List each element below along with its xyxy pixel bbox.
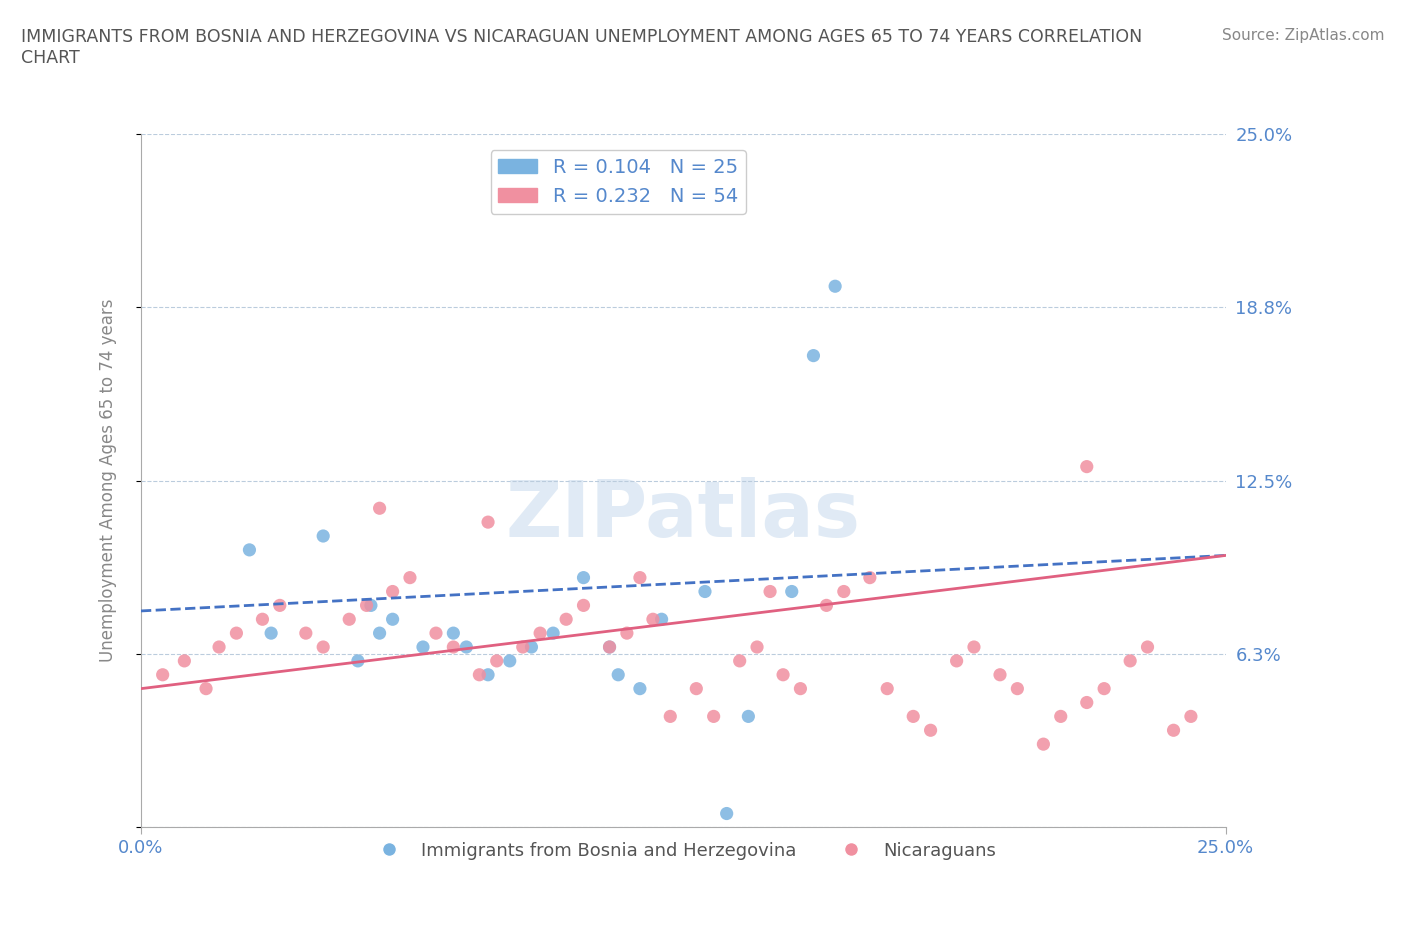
Point: [381, 612, 404, 627]
Point: [356, 598, 378, 613]
Point: [824, 279, 846, 294]
Point: [641, 612, 664, 627]
Point: [225, 626, 247, 641]
Point: [173, 654, 195, 669]
Point: [572, 570, 595, 585]
Point: [360, 598, 382, 613]
Point: [693, 584, 716, 599]
Point: [529, 626, 551, 641]
Text: IMMIGRANTS FROM BOSNIA AND HERZEGOVINA VS NICARAGUAN UNEMPLOYMENT AMONG AGES 65 : IMMIGRANTS FROM BOSNIA AND HERZEGOVINA V…: [21, 28, 1142, 67]
Point: [572, 598, 595, 613]
Point: [499, 654, 522, 669]
Point: [441, 626, 464, 641]
Point: [520, 640, 543, 655]
Y-axis label: Unemployment Among Ages 65 to 74 years: Unemployment Among Ages 65 to 74 years: [100, 299, 117, 662]
Point: [337, 612, 360, 627]
Point: [599, 640, 621, 655]
Point: [945, 654, 967, 669]
Point: [903, 709, 925, 724]
Point: [152, 668, 174, 683]
Point: [728, 654, 751, 669]
Point: [803, 348, 825, 363]
Point: [1076, 695, 1098, 710]
Point: [628, 681, 651, 696]
Point: [759, 584, 782, 599]
Point: [295, 626, 318, 641]
Point: [1049, 709, 1071, 724]
Point: [737, 709, 759, 724]
Legend: Immigrants from Bosnia and Herzegovina, Nicaraguans: Immigrants from Bosnia and Herzegovina, …: [363, 834, 1004, 867]
Point: [512, 640, 534, 655]
Point: [477, 668, 499, 683]
Point: [238, 542, 260, 557]
Point: [368, 501, 391, 516]
Point: [1163, 723, 1185, 737]
Point: [988, 668, 1011, 683]
Point: [963, 640, 986, 655]
Text: Source: ZipAtlas.com: Source: ZipAtlas.com: [1222, 28, 1385, 43]
Point: [1136, 640, 1159, 655]
Point: [468, 668, 491, 683]
Point: [381, 584, 404, 599]
Point: [599, 640, 621, 655]
Point: [312, 528, 335, 543]
Point: [312, 640, 335, 655]
Point: [425, 626, 447, 641]
Point: [1119, 654, 1142, 669]
Point: [780, 584, 803, 599]
Point: [399, 570, 422, 585]
Point: [716, 806, 738, 821]
Point: [260, 626, 283, 641]
Point: [208, 640, 231, 655]
Point: [628, 570, 651, 585]
Point: [195, 681, 218, 696]
Point: [541, 626, 564, 641]
Point: [347, 654, 370, 669]
Point: [1076, 459, 1098, 474]
Point: [1032, 737, 1054, 751]
Point: [1007, 681, 1029, 696]
Point: [745, 640, 768, 655]
Point: [832, 584, 855, 599]
Point: [789, 681, 811, 696]
Point: [485, 654, 508, 669]
Point: [876, 681, 898, 696]
Point: [859, 570, 882, 585]
Point: [1180, 709, 1202, 724]
Point: [607, 668, 630, 683]
Point: [685, 681, 707, 696]
Point: [920, 723, 942, 737]
Point: [659, 709, 682, 724]
Point: [477, 514, 499, 529]
Point: [441, 640, 464, 655]
Point: [1092, 681, 1115, 696]
Point: [651, 612, 673, 627]
Point: [412, 640, 434, 655]
Point: [555, 612, 578, 627]
Point: [772, 668, 794, 683]
Point: [815, 598, 838, 613]
Text: ZIPatlas: ZIPatlas: [506, 477, 860, 553]
Point: [368, 626, 391, 641]
Point: [269, 598, 291, 613]
Point: [456, 640, 478, 655]
Point: [616, 626, 638, 641]
Point: [252, 612, 274, 627]
Point: [703, 709, 725, 724]
